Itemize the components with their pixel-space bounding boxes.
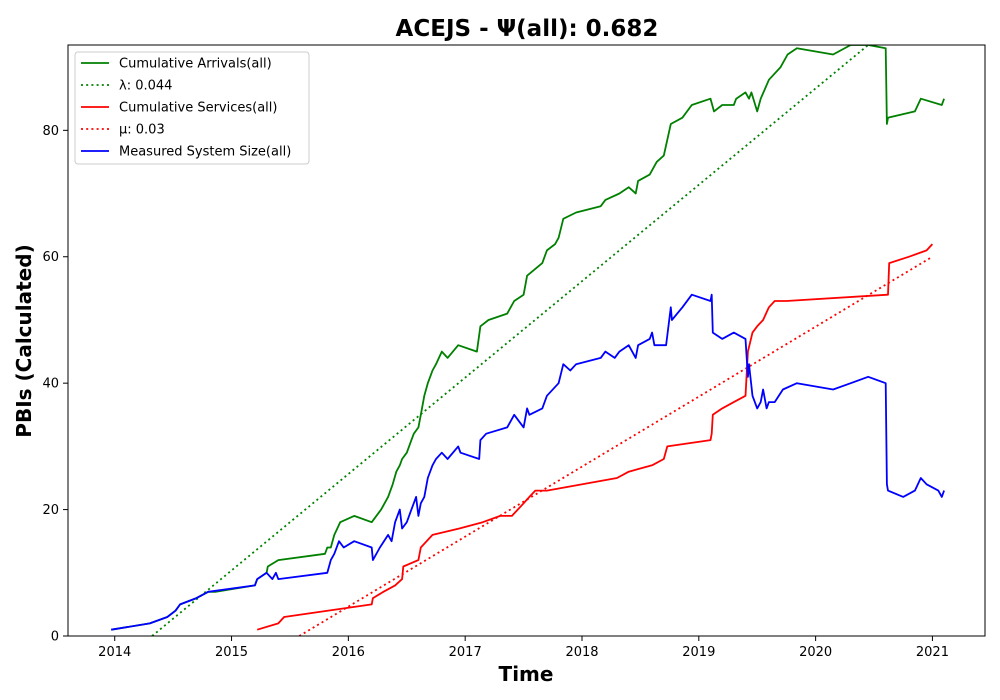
y-tick-label: 80 — [42, 124, 59, 139]
series-line-4 — [111, 293, 945, 631]
y-axis-ticks: 0 20 40 60 80 — [42, 124, 68, 645]
x-tick-label: 2017 — [449, 645, 482, 660]
series-line-1 — [151, 45, 869, 636]
x-tick-label: 2020 — [799, 645, 832, 660]
legend-label: μ: 0.03 — [119, 123, 165, 138]
series-line-3 — [298, 255, 933, 636]
x-tick-label: 2021 — [916, 645, 949, 660]
x-tick-label: 2019 — [682, 645, 715, 660]
legend-label: λ: 0.044 — [119, 79, 172, 94]
x-axis-ticks: 2014 2015 2016 2017 2018 2019 2020 2021 — [98, 636, 949, 660]
y-tick-label: 0 — [51, 630, 59, 645]
y-axis-label: PBIs (Calculated) — [12, 244, 36, 437]
legend-label: Cumulative Services(all) — [119, 101, 277, 116]
plot-frame — [67, 44, 986, 637]
x-tick-label: 2018 — [565, 645, 598, 660]
chart-title: ACEJS - Ψ(all): 0.682 — [396, 16, 659, 42]
legend-box — [74, 51, 310, 165]
y-tick-label: 20 — [42, 503, 59, 518]
x-axis-label: Time — [499, 662, 554, 686]
legend: Cumulative Arrivals(all) λ: 0.044 Cumulati… — [74, 51, 310, 165]
x-tick-label: 2016 — [332, 645, 365, 660]
plot-area — [111, 45, 945, 636]
x-tick-label: 2015 — [215, 645, 248, 660]
y-tick-label: 40 — [42, 377, 59, 392]
legend-label: Measured System Size(all) — [119, 145, 291, 160]
series-line-2 — [256, 243, 934, 631]
legend-label: Cumulative Arrivals(all) — [119, 57, 272, 72]
y-tick-label: 60 — [42, 250, 59, 265]
x-tick-label: 2014 — [98, 645, 131, 660]
series-line-0 — [111, 45, 945, 631]
